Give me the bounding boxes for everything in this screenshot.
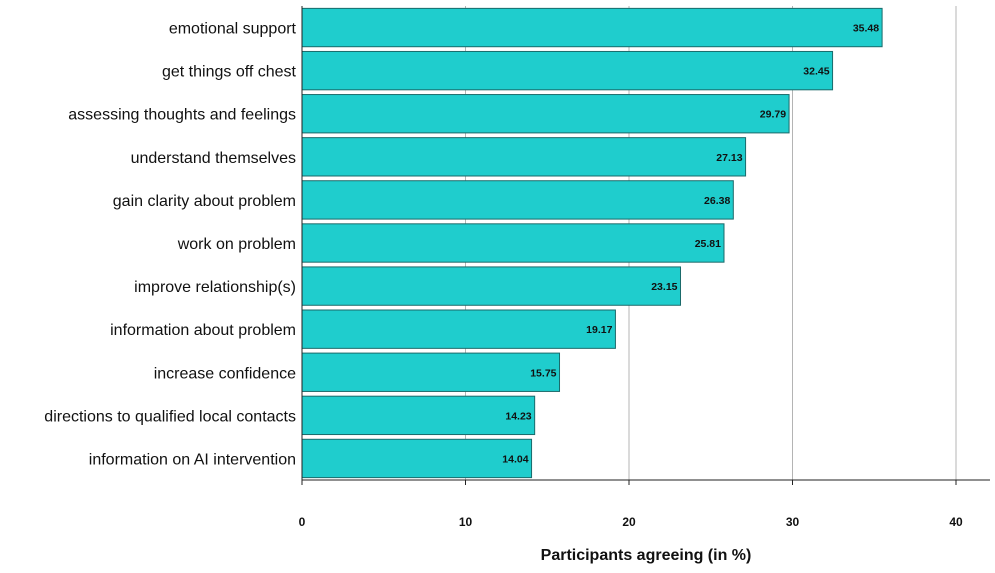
bars: 35.48 32.45 29.79 27.13 26.38 25.81 23.15 19.17… bbox=[301, 7, 883, 479]
bar-value-label: 25.81 bbox=[695, 238, 721, 250]
bar bbox=[301, 94, 790, 134]
bar bbox=[301, 137, 747, 177]
bar bbox=[301, 7, 883, 48]
category-label: emotional support bbox=[169, 21, 297, 38]
bar-value-label: 19.17 bbox=[586, 324, 612, 336]
category-label: directions to qualified local contacts bbox=[44, 408, 296, 425]
bar bbox=[301, 438, 533, 479]
bar bbox=[301, 395, 536, 436]
bar-value-label: 27.13 bbox=[716, 152, 742, 164]
category-label: get things off chest bbox=[162, 64, 297, 81]
category-label: increase confidence bbox=[154, 365, 296, 382]
bar-value-label: 23.15 bbox=[651, 281, 677, 293]
axes bbox=[301, 6, 990, 481]
bar bbox=[301, 266, 682, 306]
category-label: information on AI intervention bbox=[89, 451, 296, 468]
x-tick-label: 20 bbox=[622, 515, 636, 529]
bar-value-label: 15.75 bbox=[530, 367, 556, 379]
x-axis-title: Participants agreeing (in %) bbox=[541, 547, 752, 564]
x-tick-label: 10 bbox=[459, 515, 473, 529]
category-label: information about problem bbox=[110, 322, 296, 339]
category-label: improve relationship(s) bbox=[134, 279, 296, 296]
x-tick-label: 40 bbox=[949, 515, 963, 529]
bar bbox=[301, 50, 834, 91]
x-tick-labels: 0 10 20 30 40 bbox=[299, 480, 963, 529]
bar bbox=[301, 223, 725, 263]
category-label: assessing thoughts and feelings bbox=[68, 107, 296, 124]
bar-value-label: 35.48 bbox=[853, 23, 879, 35]
x-tick-label: 0 bbox=[299, 515, 306, 529]
bar-value-label: 26.38 bbox=[704, 195, 730, 207]
category-labels: emotional support get things off chest ass… bbox=[44, 21, 296, 469]
x-tick-label: 30 bbox=[786, 515, 800, 529]
bar bbox=[301, 309, 616, 349]
bar-value-label: 14.04 bbox=[502, 453, 528, 465]
category-label: gain clarity about problem bbox=[113, 193, 296, 210]
category-label: work on problem bbox=[177, 236, 296, 253]
category-label: understand themselves bbox=[131, 150, 296, 167]
bar bbox=[301, 352, 561, 392]
bar-value-label: 32.45 bbox=[803, 66, 829, 78]
bar-value-label: 14.23 bbox=[505, 410, 531, 422]
bar bbox=[301, 180, 734, 220]
bar-value-label: 29.79 bbox=[760, 109, 786, 121]
